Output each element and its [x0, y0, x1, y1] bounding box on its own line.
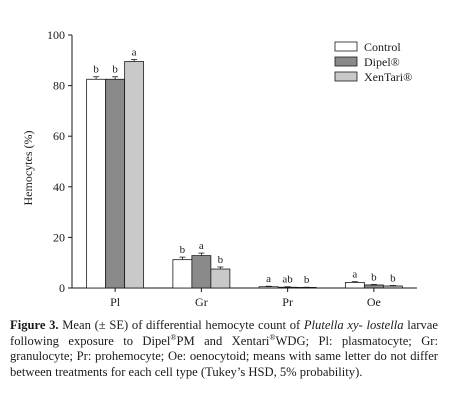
legend-swatch	[334, 71, 358, 82]
significance-letter: b	[304, 274, 310, 286]
bar	[344, 282, 365, 289]
bar	[382, 285, 403, 289]
significance-letter: b	[218, 254, 224, 266]
chart-axes: 0 20 40 60 80 100 Pl Gr Pr Oe	[47, 28, 417, 309]
y-tick-label: 40	[53, 180, 65, 194]
y-tick-label: 80	[53, 79, 65, 93]
bar	[86, 78, 107, 289]
caption-text-3: PM and Xentari	[176, 333, 270, 348]
x-tick-label: Pr	[282, 295, 293, 309]
bar	[258, 286, 279, 289]
caption-text-4: WDG; Pl: plasmatocyte; Gr: granulocyte; …	[10, 333, 438, 379]
y-axis-label: Hemocytes (%)	[21, 131, 35, 206]
significance-letter: a	[199, 240, 204, 252]
y-tick-label: 0	[59, 281, 65, 295]
legend-swatch	[334, 56, 358, 67]
significance-letter: b	[371, 271, 377, 283]
bar	[363, 284, 384, 289]
legend-label: Dipel®	[364, 55, 400, 69]
caption-text-2: larvae following exposure to Dipel	[10, 318, 438, 348]
bar	[124, 61, 145, 289]
x-tick-label: Gr	[195, 295, 208, 309]
legend-swatch	[334, 41, 358, 52]
significance-letter: b	[180, 244, 186, 256]
significance-letter: a	[266, 273, 271, 285]
bar	[172, 259, 193, 289]
caption-registered-1: ®	[170, 332, 177, 342]
significance-letter: ab	[282, 274, 293, 286]
caption-species-1: Plutella xy-	[303, 318, 363, 332]
bar	[277, 286, 298, 289]
caption-label: Figure 3.	[10, 318, 59, 332]
significance-letter: a	[132, 47, 137, 59]
figure-caption: Figure 3. Mean (± SE) of differential he…	[10, 318, 438, 380]
legend-label: XenTari®	[364, 70, 412, 84]
bar	[105, 78, 126, 289]
x-tick-label: Oe	[367, 295, 381, 309]
chart-bars: b bab aba ab b a b b	[86, 47, 403, 289]
legend-label: Control	[364, 40, 401, 54]
y-tick-label: 60	[53, 129, 65, 143]
y-tick-label: 100	[47, 28, 65, 42]
caption-registered-2: ®	[269, 332, 276, 342]
significance-letter: a	[352, 269, 357, 281]
bar	[210, 268, 231, 289]
bar	[191, 255, 212, 289]
y-tick-label: 20	[53, 230, 65, 244]
caption-species-2: lostella	[366, 318, 404, 332]
significance-letter: b	[112, 64, 118, 76]
x-tick-label: Pl	[110, 295, 121, 309]
caption-text-1: Mean (± SE) of differential hemocyte cou…	[58, 318, 304, 332]
significance-letter: b	[390, 272, 396, 284]
significance-letter: b	[93, 64, 99, 76]
